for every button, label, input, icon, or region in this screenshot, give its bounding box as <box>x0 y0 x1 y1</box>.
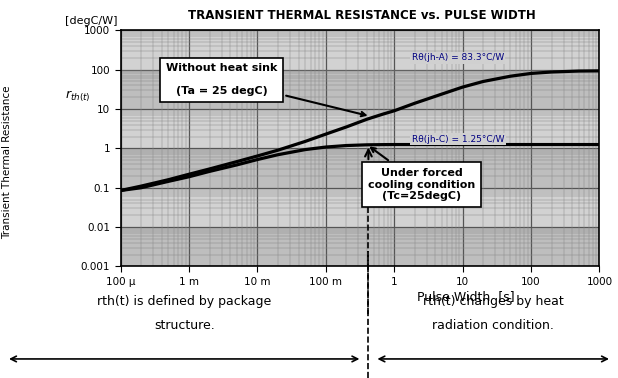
Text: rth(t) changes by heat: rth(t) changes by heat <box>423 295 564 308</box>
Bar <box>121 30 599 70</box>
Text: TRANSIENT THERMAL RESISTANCE vs. PULSE WIDTH: TRANSIENT THERMAL RESISTANCE vs. PULSE W… <box>188 9 535 22</box>
Text: $r_{th(t)}$: $r_{th(t)}$ <box>64 89 90 104</box>
Text: structure.: structure. <box>154 319 214 332</box>
Bar <box>121 149 599 188</box>
Bar <box>121 227 599 266</box>
Bar <box>121 188 599 227</box>
Text: Under forced
cooling condition
(Tc=25degC): Under forced cooling condition (Tc=25deg… <box>368 148 475 201</box>
Bar <box>121 70 599 109</box>
Bar <box>121 70 599 109</box>
Bar <box>121 188 599 227</box>
Text: Transient Thermal Resistance: Transient Thermal Resistance <box>2 86 12 239</box>
Bar <box>121 109 599 149</box>
Text: Rθ(jh-C) = 1.25°C/W: Rθ(jh-C) = 1.25°C/W <box>412 135 504 144</box>
Bar <box>121 227 599 266</box>
Bar <box>121 109 599 149</box>
Text: Rθ(jh-A) = 83.3°C/W: Rθ(jh-A) = 83.3°C/W <box>412 53 504 62</box>
Text: Pulse Width  [s]: Pulse Width [s] <box>417 290 514 303</box>
Text: rth(t) is defined by package: rth(t) is defined by package <box>97 295 271 308</box>
Text: Without heat sink

(Ta = 25 degC): Without heat sink (Ta = 25 degC) <box>166 63 365 116</box>
Bar <box>121 30 599 70</box>
Text: [degC/W]: [degC/W] <box>66 15 118 26</box>
Bar <box>121 149 599 188</box>
Text: radiation condition.: radiation condition. <box>432 319 554 332</box>
